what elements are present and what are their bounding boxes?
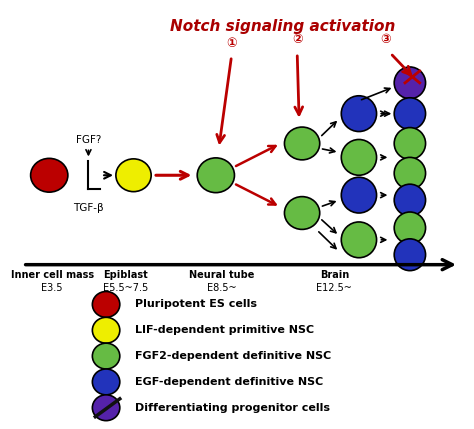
Text: TGF-β: TGF-β [73,203,104,213]
Circle shape [341,139,376,175]
Text: EGF-dependent definitive NSC: EGF-dependent definitive NSC [136,377,324,387]
Text: FGF2-dependent definitive NSC: FGF2-dependent definitive NSC [136,351,332,361]
Ellipse shape [92,317,120,343]
Ellipse shape [197,158,235,193]
Text: Differentiating progenitor cells: Differentiating progenitor cells [136,403,330,413]
Text: Epiblast: Epiblast [103,270,148,280]
Ellipse shape [116,159,151,192]
Text: E8.5~: E8.5~ [207,283,237,293]
Circle shape [341,222,376,258]
Text: Pluripotent ES cells: Pluripotent ES cells [136,299,257,309]
Ellipse shape [284,196,320,230]
Text: E5.5~7.5: E5.5~7.5 [103,283,148,293]
Circle shape [341,177,376,213]
Ellipse shape [92,291,120,317]
Ellipse shape [31,158,68,192]
Text: ②: ② [292,33,302,45]
Circle shape [394,127,426,159]
Circle shape [341,96,376,132]
Text: Neural tube: Neural tube [189,270,255,280]
Text: Inner cell mass: Inner cell mass [10,270,94,280]
Text: E3.5: E3.5 [41,283,63,293]
Text: Notch signaling activation: Notch signaling activation [170,19,395,34]
Ellipse shape [284,127,320,160]
Ellipse shape [92,369,120,395]
Text: LIF-dependent primitive NSC: LIF-dependent primitive NSC [136,325,315,335]
Text: FGF?: FGF? [76,136,101,145]
Circle shape [394,98,426,130]
Circle shape [394,239,426,271]
Ellipse shape [92,343,120,369]
Text: ③: ③ [380,33,391,45]
Circle shape [394,157,426,189]
Text: ①: ① [226,36,237,50]
Circle shape [394,67,426,99]
Text: E12.5~: E12.5~ [317,283,352,293]
Ellipse shape [92,395,120,421]
Text: Brain: Brain [320,270,349,280]
Circle shape [394,212,426,244]
Circle shape [394,184,426,216]
